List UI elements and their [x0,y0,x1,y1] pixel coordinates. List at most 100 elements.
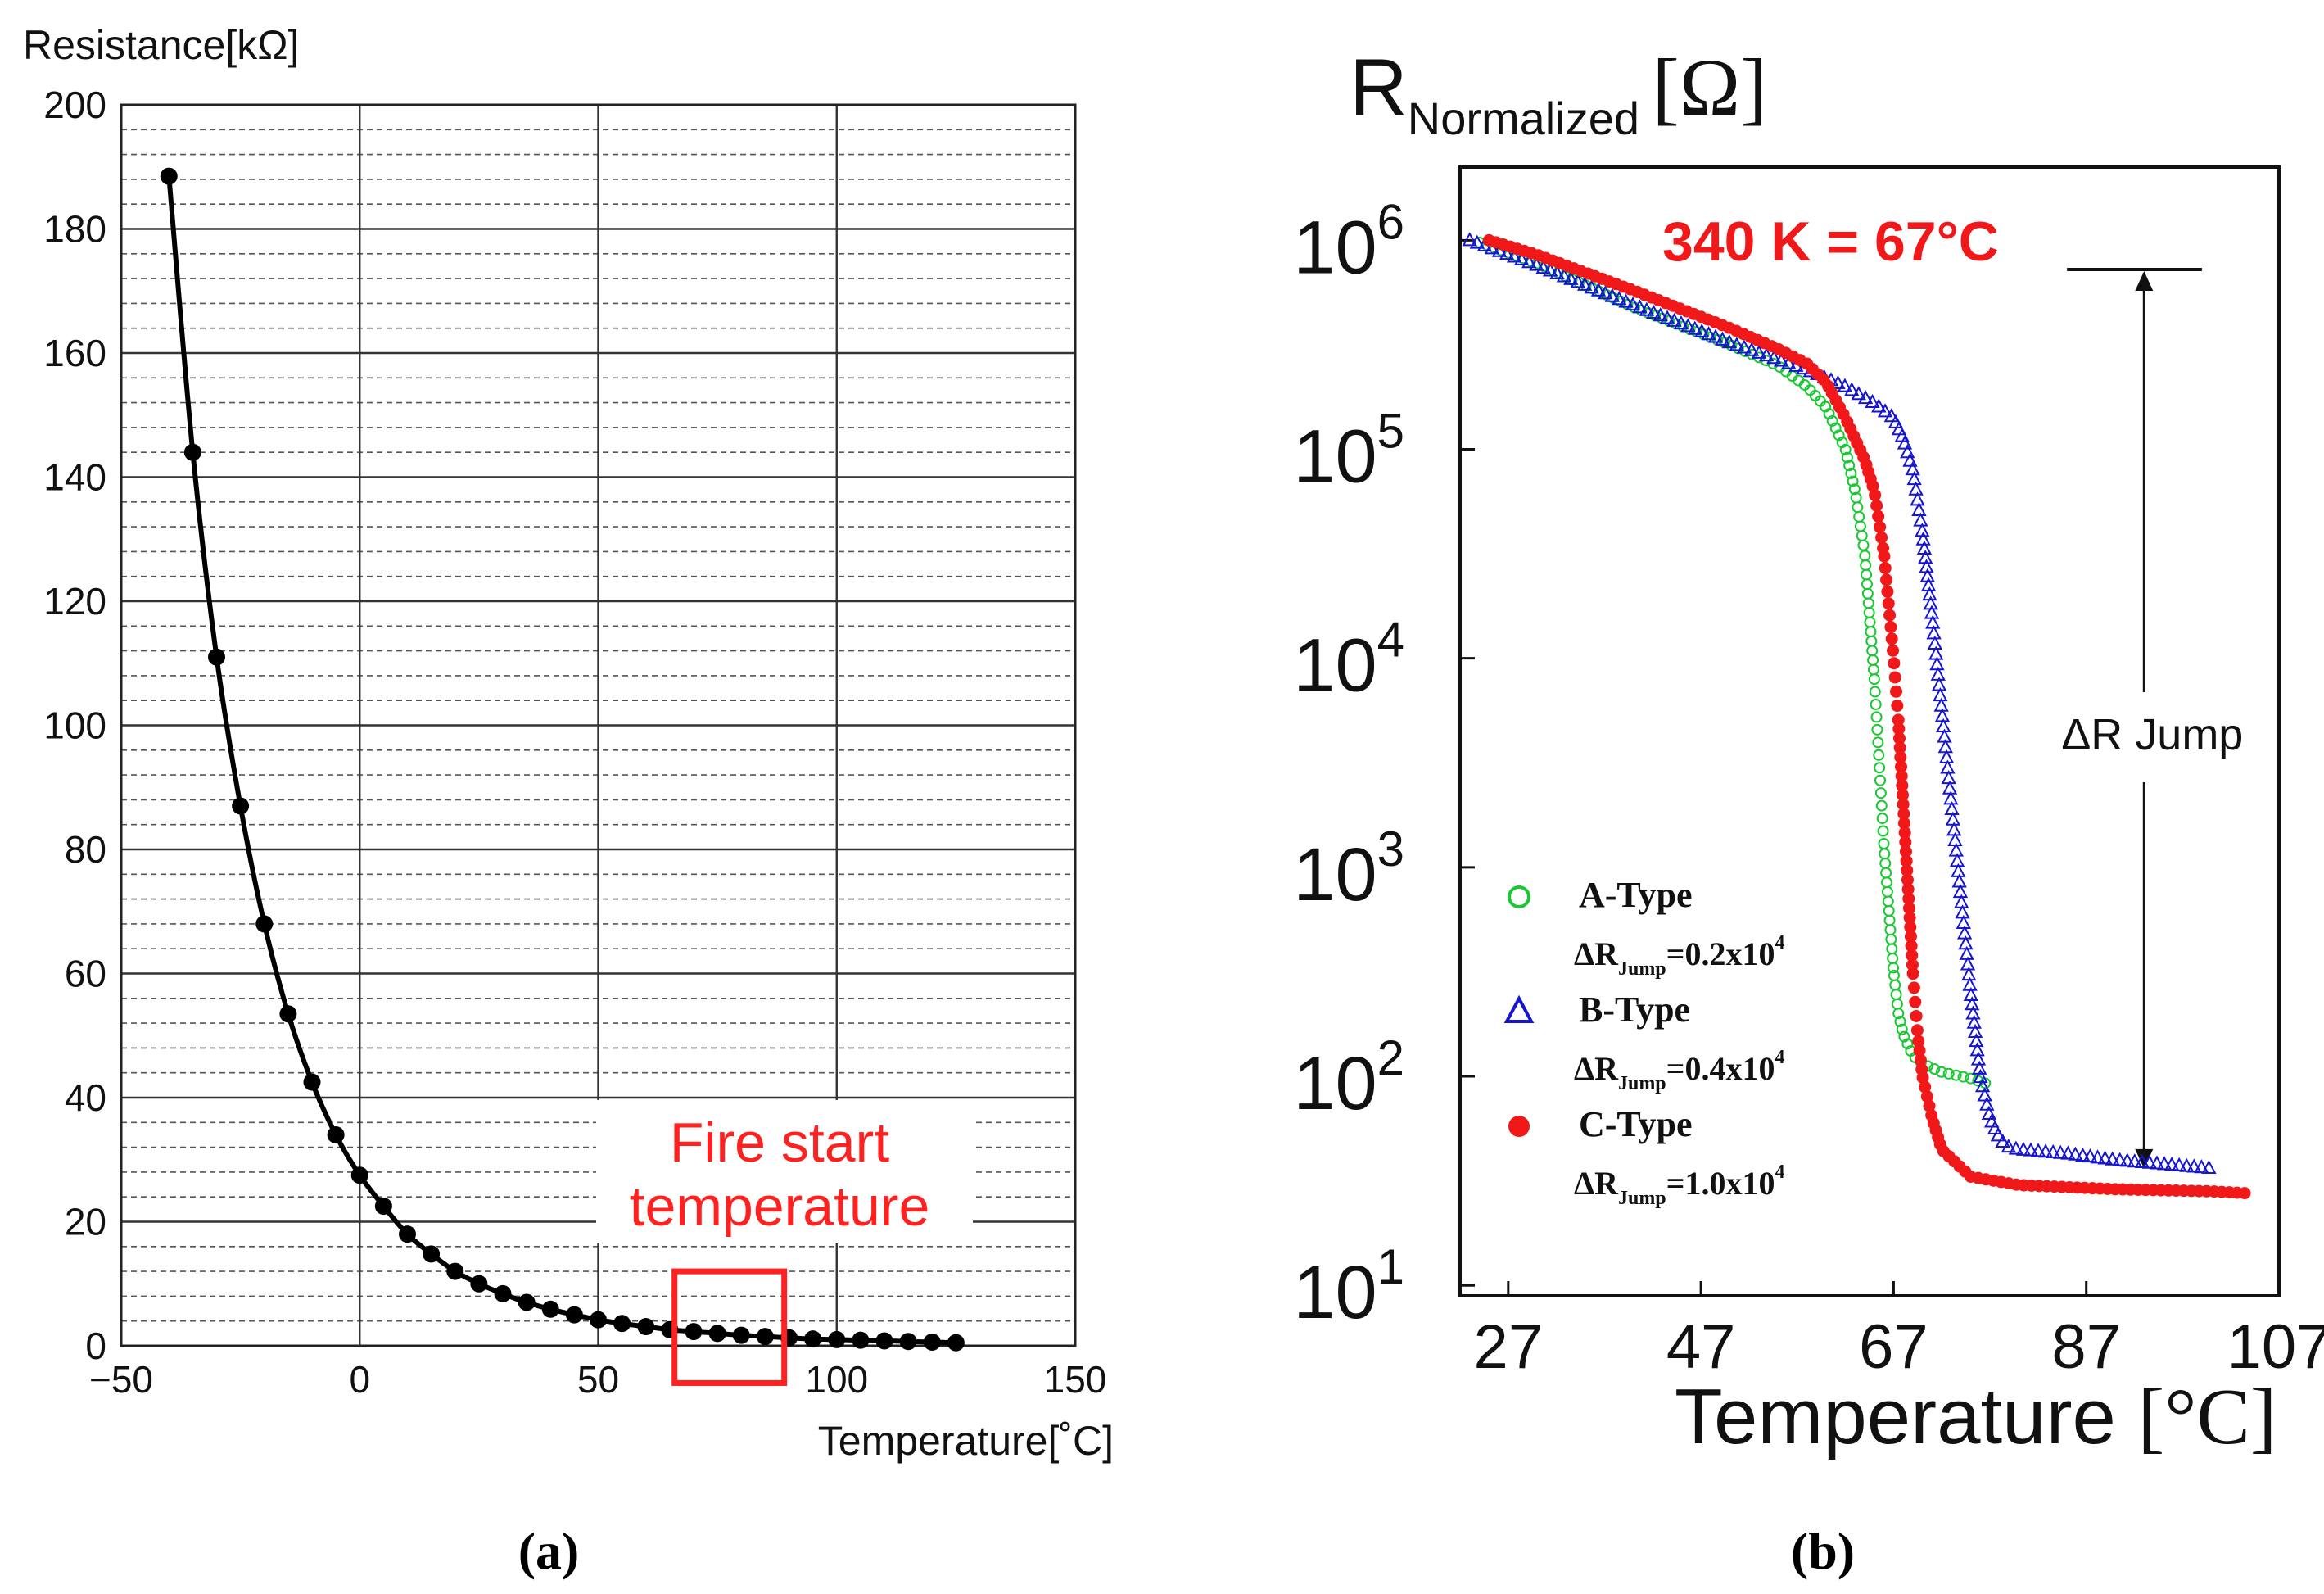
data-point [2238,1187,2251,1200]
data-point [1874,762,1886,774]
y-tick-label: 102 [1293,1030,1404,1125]
data-point [2030,1143,2046,1157]
data-point [2046,1143,2061,1158]
data-point [1886,943,1898,955]
data-point [1870,711,1883,723]
data-point [1707,328,1724,343]
data-point [1935,1066,1947,1078]
data-point [1836,437,1848,449]
data-point [1942,1067,1955,1080]
data-point [1896,789,1909,802]
data-point [1861,587,1874,600]
data-point [1893,741,1906,754]
y-tick-label: 60 [65,953,106,995]
y-tick-label: 101 [1293,1239,1404,1334]
data-point [565,1306,583,1324]
data-point [2053,1144,2069,1159]
data-point [1895,760,1908,773]
x-axis-label: Temperature[˚C] [818,1418,1114,1464]
data-point [1865,626,1877,638]
legend-delta-value: ΔRJump=0.2x104 [1574,932,1784,980]
data-point [1867,654,1879,666]
data-point [1883,904,1895,917]
data-point [1535,259,1551,274]
data-point [1766,350,1782,365]
data-point [1905,461,1920,476]
data-point [1895,769,1908,782]
data-point [1898,826,1911,840]
data-point [1884,620,1897,633]
data-point [1900,444,1915,459]
data-point [1912,1035,1925,1048]
data-point [1875,799,1888,812]
data-point [2015,1141,2032,1156]
jump-label: ΔR Jump [2061,710,2243,759]
data-point [2201,1159,2217,1175]
data-point [1893,731,1906,745]
data-point [1914,1053,1927,1066]
data-point [255,915,274,933]
data-point [1913,1044,1926,1057]
data-point [1851,386,1866,401]
y-tick-label: 40 [65,1076,106,1119]
data-point [1687,320,1702,335]
data-point [1902,892,1915,905]
data-point [1829,422,1842,434]
x-axis-label: Temperature [°C] [1675,1373,2277,1461]
data-point [732,1326,750,1344]
data-point [1883,408,1899,423]
data-point [1844,382,1860,396]
data-point [2163,1157,2180,1171]
data-point [1848,483,1861,496]
data-point [470,1275,488,1293]
data-point [2060,1145,2076,1160]
data-point [1870,499,1883,512]
data-point [1499,246,1515,260]
data-point [1920,1090,1933,1103]
data-point [1901,873,1914,886]
data-point [1884,924,1897,936]
y-axis-label: Resistance[kΩ] [23,22,300,68]
data-point [2037,1143,2054,1158]
x-tick-label: 50 [577,1358,619,1401]
legend-series-name: B-Type [1579,989,1690,1030]
data-point [1890,685,1903,698]
data-point [1556,268,1572,283]
x-tick-label: 47 [1666,1312,1736,1382]
data-point [160,167,178,185]
data-point [2186,1158,2202,1173]
y-tick-label: 0 [85,1325,106,1367]
data-point [1916,1071,1929,1085]
y-tick-label: 105 [1293,404,1404,499]
data-point [1837,378,1853,392]
data-point [2156,1156,2173,1171]
y-axis-label: RNormalized [Ω] [1350,42,1767,144]
data-point [1907,981,1920,994]
data-point [1823,408,1835,420]
data-point [1874,787,1887,799]
data-point [1923,1099,1936,1112]
data-point [1694,323,1710,337]
x-tick-label: 27 [1474,1312,1544,1382]
data-point [1897,817,1910,830]
data-point [1866,645,1879,657]
data-point [923,1333,941,1351]
data-point [1903,911,1916,924]
legend-series-name: C-Type [1579,1104,1693,1144]
panel-label-b: (b) [1791,1522,1855,1580]
data-point [1910,491,1925,506]
x-tick-label: 100 [805,1358,868,1401]
data-point [1879,858,1892,870]
data-point [208,648,225,666]
data-point [1906,949,1919,962]
x-tick-label: 150 [1044,1358,1107,1401]
data-point [518,1293,536,1311]
x-tick-label: 87 [2051,1312,2121,1382]
data-point [1632,299,1648,314]
annotation-title: 340 K = 67°C [1662,211,1999,273]
data-point [1862,597,1874,609]
data-point [1869,488,1882,501]
data-point [1861,578,1873,591]
data-point [1889,979,1901,991]
data-point [1913,512,1928,527]
